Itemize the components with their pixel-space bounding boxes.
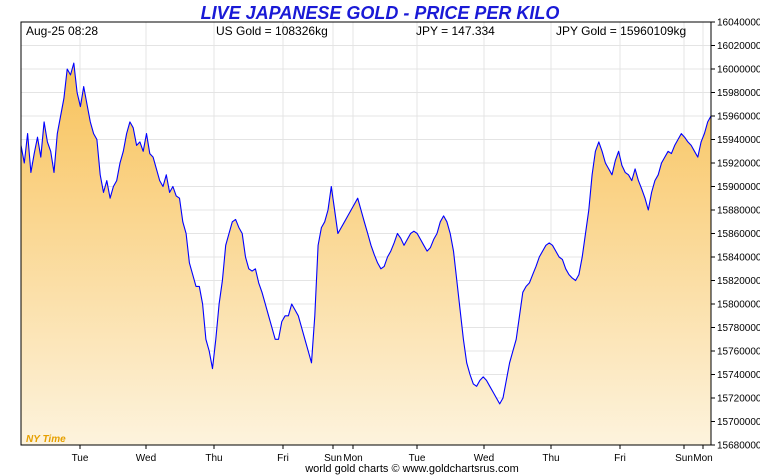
y-tick-label: 15980000 [717,88,760,99]
x-tick-label: Thu [542,453,559,464]
info-jpy-gold: JPY Gold = 15960109kg [556,24,686,38]
x-axis-ticks: Tue Wed Thu Fri Sun Mon Tue Wed Thu Fri Sun Mon [72,445,713,464]
y-tick-label: 15880000 [717,206,760,217]
y-tick-label: 15740000 [717,370,760,381]
price-line [20,62,712,405]
price-area-fill [21,63,711,445]
chart-title: LIVE JAPANESE GOLD - PRICE PER KILO [201,3,560,23]
x-tick-label: Mon [693,453,712,464]
info-us-gold: US Gold = 108326kg [216,24,328,38]
y-tick-label: 15780000 [717,323,760,334]
y-axis-ticks: 15680000 15700000 15720000 15740000 15760000… [711,18,760,452]
x-tick-label: Tue [72,453,89,464]
info-jpy-rate: JPY = 147.334 [416,24,495,38]
x-tick-label: Fri [614,453,626,464]
x-tick-label: Tue [409,453,426,464]
x-tick-label: Mon [343,453,362,464]
y-tick-label: 15920000 [717,159,760,170]
x-tick-label: Thu [205,453,222,464]
footer-credit: world gold charts © www.goldchartsrus.co… [304,463,519,475]
info-bar: Aug-25 08:28 US Gold = 108326kg JPY = 14… [26,24,686,38]
y-tick-label: 15700000 [717,417,760,428]
y-tick-label: 15860000 [717,229,760,240]
y-tick-label: 15800000 [717,300,760,311]
y-tick-label: 16040000 [717,18,760,29]
x-tick-label: Wed [474,453,494,464]
x-tick-label: Sun [675,453,693,464]
ny-time-watermark: NY Time [26,434,66,445]
y-tick-label: 15900000 [717,182,760,193]
y-tick-label: 15940000 [717,135,760,146]
x-tick-label: Wed [136,453,156,464]
x-tick-label: Sun [324,453,342,464]
y-tick-label: 15840000 [717,253,760,264]
y-tick-label: 15820000 [717,276,760,287]
x-tick-label: Fri [277,453,289,464]
y-tick-label: 16020000 [717,41,760,52]
y-tick-label: 16000000 [717,65,760,76]
y-tick-label: 15720000 [717,394,760,405]
y-tick-label: 15960000 [717,112,760,123]
info-date-time: Aug-25 08:28 [26,24,98,38]
y-tick-label: 15680000 [717,441,760,452]
y-tick-label: 15760000 [717,347,760,358]
